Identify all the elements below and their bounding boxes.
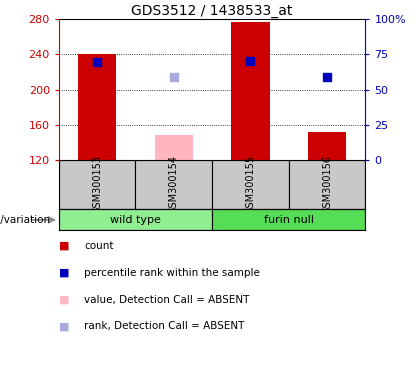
Text: GSM300154: GSM300154: [169, 155, 179, 214]
Bar: [308, 132, 346, 160]
Text: ■: ■: [59, 295, 69, 305]
Bar: [155, 136, 193, 160]
Text: GSM300156: GSM300156: [322, 155, 332, 214]
Text: rank, Detection Call = ABSENT: rank, Detection Call = ABSENT: [84, 321, 244, 331]
Point: [94, 59, 100, 65]
Bar: [212, 160, 289, 209]
Text: furin null: furin null: [264, 215, 314, 225]
Text: ■: ■: [59, 268, 69, 278]
Text: GSM300155: GSM300155: [245, 155, 255, 214]
Text: wild type: wild type: [110, 215, 161, 225]
Bar: [212, 209, 365, 230]
Bar: [59, 160, 135, 209]
Text: GSM300153: GSM300153: [92, 155, 102, 214]
Text: ■: ■: [59, 241, 69, 251]
Bar: [135, 160, 212, 209]
Bar: [231, 22, 270, 160]
Point: [171, 74, 177, 80]
Point: [324, 74, 331, 80]
Text: percentile rank within the sample: percentile rank within the sample: [84, 268, 260, 278]
Text: count: count: [84, 241, 113, 251]
Bar: [78, 53, 116, 160]
Text: ■: ■: [59, 321, 69, 331]
Text: value, Detection Call = ABSENT: value, Detection Call = ABSENT: [84, 295, 249, 305]
Bar: [289, 160, 365, 209]
Point: [247, 58, 254, 64]
Title: GDS3512 / 1438533_at: GDS3512 / 1438533_at: [131, 4, 293, 18]
Text: genotype/variation: genotype/variation: [0, 215, 50, 225]
Bar: [59, 209, 212, 230]
